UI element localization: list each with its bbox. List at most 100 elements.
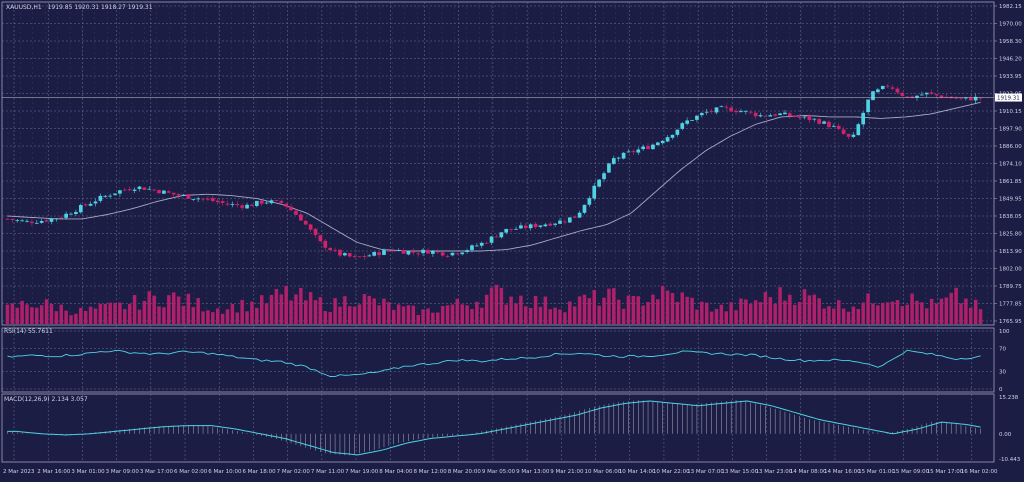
candle-body <box>475 245 479 247</box>
candle-body <box>372 252 377 256</box>
candle-body <box>196 198 200 200</box>
candle-body <box>523 225 528 229</box>
candle-body <box>812 118 817 120</box>
candle-body <box>792 115 797 117</box>
price-tick-label: 1910.15 <box>999 109 1022 115</box>
candle-body <box>699 113 704 116</box>
candle-body <box>489 236 494 243</box>
candle-body <box>274 200 279 202</box>
current-price-label: 1919.31 <box>997 96 1020 102</box>
candle-body <box>563 221 567 223</box>
time-tick-label: 15 Mar 09:00 <box>892 469 929 475</box>
time-tick-label: 2 Mar 16:00 <box>37 469 71 475</box>
rsi-panel[interactable] <box>2 330 994 390</box>
candle-body <box>147 188 152 190</box>
candle-body <box>626 151 631 153</box>
candle-body <box>323 240 328 248</box>
candle-body <box>851 134 856 137</box>
candle-body <box>210 198 215 202</box>
time-tick-label: 15 Mar 17:00 <box>927 469 964 475</box>
candle-body <box>890 87 895 89</box>
candle-body <box>978 97 983 99</box>
candle-body <box>660 140 665 144</box>
candle-body <box>768 115 773 117</box>
candle-body <box>235 204 240 206</box>
ohlc-label: 1919.85 1920.31 1918.27 1919.31 <box>48 4 153 11</box>
rsi-level-label: 100 <box>999 329 1010 335</box>
candle-body <box>426 250 430 254</box>
candle-body <box>445 255 450 257</box>
time-tick-label: 10 Mar 22:00 <box>653 469 690 475</box>
candle-body <box>783 112 787 115</box>
candle-body <box>915 95 919 98</box>
candle-body <box>171 192 176 195</box>
candle-body <box>704 111 709 113</box>
candle-body <box>201 198 205 200</box>
candle-body <box>142 187 147 190</box>
macd-level-label: -10.443 <box>999 457 1021 463</box>
candle-body <box>318 235 323 242</box>
candle-body <box>20 220 24 222</box>
price-tick-label: 1982.15 <box>999 4 1022 10</box>
ma-line <box>7 101 981 252</box>
candle-body <box>533 223 538 228</box>
candle-body <box>132 189 137 191</box>
candle-body <box>880 85 885 90</box>
candle-body <box>959 97 963 99</box>
candle-body <box>577 212 582 218</box>
candle-body <box>665 137 670 142</box>
axes: 1982.151970.001958.301946.201933.951922.… <box>2 4 1022 475</box>
time-tick-label: 3 Mar 09:00 <box>106 469 140 475</box>
candle-body <box>968 97 973 101</box>
candle-body <box>655 142 660 146</box>
symbol-header: XAUUSD,H1 1919.85 1920.31 1918.27 1919.3… <box>6 4 153 11</box>
time-tick-label: 9 Mar 13:00 <box>516 469 550 475</box>
candle-body <box>729 107 734 112</box>
candle-body <box>621 152 626 159</box>
macd-panel[interactable] <box>7 400 981 456</box>
time-tick-label: 8 Mar 12:00 <box>413 469 447 475</box>
candle-body <box>944 96 949 98</box>
candle-body <box>103 195 108 197</box>
candle-body <box>504 228 509 233</box>
price-tick-label: 1777.85 <box>999 302 1022 308</box>
candle-body <box>724 106 729 108</box>
candle-body <box>338 249 342 256</box>
candle-body <box>641 146 645 150</box>
candle-body <box>832 125 836 127</box>
time-tick-label: 9 Mar 05:00 <box>482 469 516 475</box>
candle-body <box>357 256 362 258</box>
candle-body <box>34 222 39 224</box>
price-tick-label: 1933.95 <box>999 74 1022 80</box>
candle-body <box>920 94 924 96</box>
candle-body <box>866 99 870 113</box>
rsi-level-label: 70 <box>999 346 1006 352</box>
candlesticks[interactable] <box>5 83 983 260</box>
candle-body <box>440 252 445 256</box>
candle-body <box>39 221 44 223</box>
price-tick-label: 1838.05 <box>999 214 1022 220</box>
candle-body <box>636 149 641 153</box>
panel-frame <box>1 393 995 463</box>
candle-body <box>876 89 880 93</box>
candle-body <box>846 133 851 137</box>
candle-body <box>333 249 337 251</box>
time-tick-label: 15 Mar 01:00 <box>858 469 895 475</box>
time-tick-label: 8 Mar 20:00 <box>448 469 482 475</box>
candle-body <box>592 185 597 199</box>
candle-body <box>494 236 499 238</box>
candle-body <box>680 123 685 129</box>
candle-body <box>303 220 308 225</box>
price-tick-label: 1886.00 <box>999 144 1022 150</box>
candle-body <box>83 204 88 206</box>
macd-level-label: 15.238 <box>999 395 1019 401</box>
candle-body <box>362 256 367 258</box>
candle-body <box>294 210 298 215</box>
candle-body <box>460 252 465 255</box>
candle-body <box>431 250 435 254</box>
candle-body <box>817 119 822 124</box>
candle-body <box>773 114 778 116</box>
candle-body <box>186 194 191 199</box>
